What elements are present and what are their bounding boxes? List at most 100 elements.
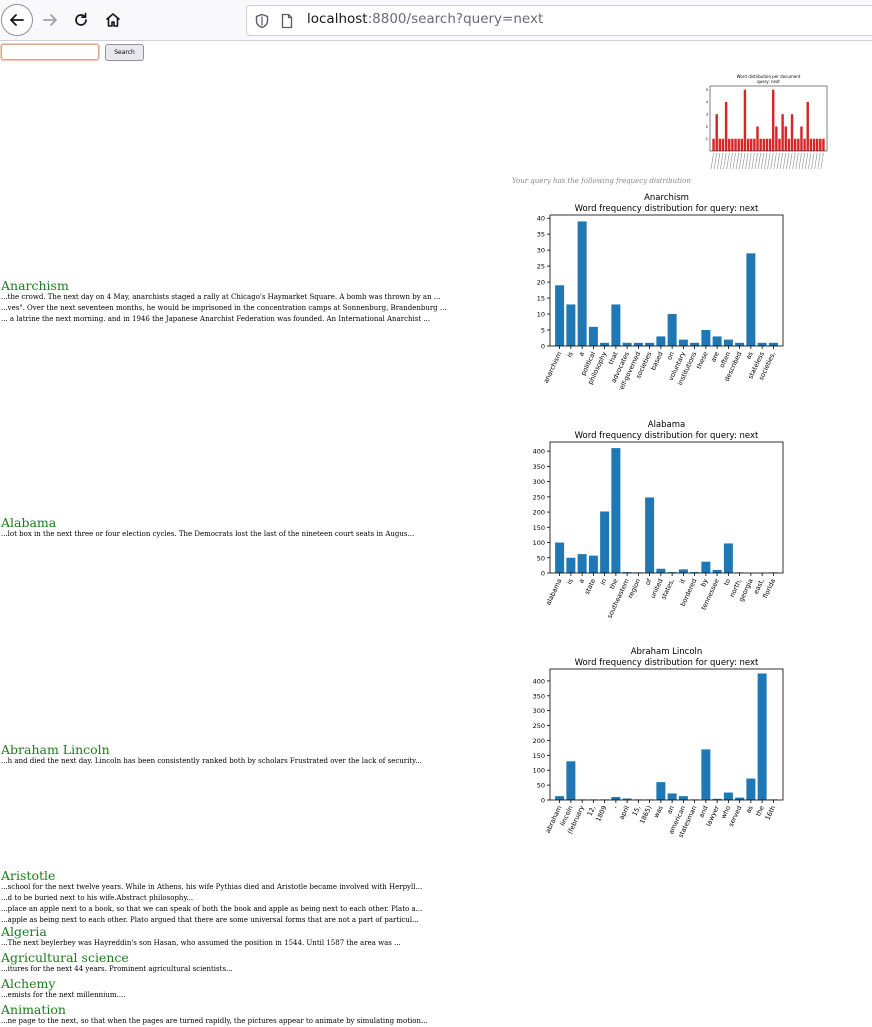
bar — [758, 343, 767, 346]
y-tick-label: 400 — [533, 677, 545, 685]
y-tick-label: 0 — [541, 343, 545, 351]
bar — [724, 793, 733, 800]
bar — [690, 343, 699, 346]
mini-bar — [775, 126, 777, 151]
back-button[interactable] — [1, 4, 33, 36]
mini-bar — [800, 126, 802, 151]
mini-x-label-mark — [805, 153, 808, 169]
mini-x-label-mark — [815, 153, 818, 169]
result-snippets-aristotle: ...school for the next twelve years. Whi… — [1, 882, 521, 926]
search-input[interactable] — [1, 44, 99, 60]
mini-plot-frame — [710, 86, 827, 151]
reload-button[interactable] — [65, 4, 97, 36]
bar — [611, 797, 620, 800]
mini-x-label-mark — [768, 153, 771, 169]
summary-caption: Your query has the following frequecy di… — [512, 177, 691, 185]
y-tick-label: 20 — [537, 279, 545, 287]
result-title-aristotle[interactable]: Aristotle — [1, 869, 55, 883]
y-tick-label: 5 — [541, 327, 545, 335]
mini-x-label-mark — [736, 153, 739, 169]
x-tick-label: in — [599, 577, 609, 586]
mini-bar — [719, 139, 721, 151]
mini-x-label-mark — [730, 153, 733, 169]
bar — [668, 314, 677, 346]
mini-x-label-mark — [742, 153, 745, 169]
mini-y-tick-label: 1 — [706, 137, 708, 141]
mini-bar — [797, 139, 799, 151]
mini-y-tick-label: 4 — [706, 100, 709, 104]
bar — [566, 304, 575, 346]
result-title-abraham-lincoln[interactable]: Abraham Lincoln — [1, 743, 110, 757]
mini-x-label-mark — [714, 153, 717, 169]
mini-x-label-mark — [802, 153, 805, 169]
result-title-anarchism[interactable]: Anarchism — [1, 279, 69, 293]
x-tick-label: - — [611, 804, 620, 810]
y-tick-label: 350 — [533, 463, 545, 471]
result-snippets-alchemy: ...emists for the next millennium.... — [1, 990, 521, 1001]
mini-x-label-mark — [761, 153, 764, 169]
mini-x-label-mark — [821, 153, 824, 169]
url-text[interactable]: localhost:8800/search?query=next — [307, 11, 543, 27]
x-tick-label: by — [699, 577, 710, 588]
bar — [623, 343, 632, 346]
mini-x-label-mark — [777, 153, 780, 169]
snippet-line: ...h and died the next day. Lincoln has … — [1, 756, 521, 767]
mini-bar — [816, 139, 818, 151]
x-tick-label: 16th — [764, 804, 778, 821]
result-snippets-algeria: ...The next beylerbey was Hayreddin's so… — [1, 938, 521, 949]
x-tick-label: 1809 — [594, 804, 608, 822]
result-title-alabama[interactable]: Alabama — [1, 516, 56, 530]
x-tick-label: of — [644, 577, 654, 587]
y-tick-label: 100 — [533, 539, 545, 547]
reload-icon — [72, 11, 90, 29]
chart-title: Abraham Lincoln — [631, 647, 703, 657]
snippet-line: ...ves". Over the next seventeen months,… — [1, 303, 521, 314]
mini-bar — [807, 102, 809, 151]
mini-x-label-mark — [711, 153, 714, 169]
y-tick-label: 10 — [537, 311, 545, 319]
x-tick-label: to — [722, 577, 732, 586]
x-tick-label: a — [577, 350, 586, 357]
result-title-algeria[interactable]: Algeria — [1, 925, 47, 939]
mini-x-label-mark — [793, 153, 796, 169]
y-tick-label: 50 — [537, 554, 545, 562]
url-bar[interactable]: localhost:8800/search?query=next — [246, 5, 872, 36]
mini-x-label-mark — [818, 153, 821, 169]
shield-icon[interactable] — [255, 13, 269, 29]
mini-x-label-mark — [764, 153, 767, 169]
y-tick-label: 150 — [533, 752, 545, 760]
x-tick-label: an — [665, 804, 676, 815]
mini-x-label-mark — [758, 153, 761, 169]
snippet-line: ...The next beylerbey was Hayreddin's so… — [1, 938, 521, 949]
snippet-line: ... a latrine the next morning. and in 1… — [1, 314, 521, 325]
result-title-alchemy[interactable]: Alchemy — [1, 977, 55, 991]
bar — [668, 793, 677, 800]
mini-bar — [712, 139, 714, 151]
x-tick-label: is — [565, 577, 575, 586]
result-title-animation[interactable]: Animation — [1, 1003, 66, 1017]
bar — [679, 340, 688, 346]
bar — [656, 336, 665, 346]
bar — [746, 253, 755, 346]
forward-button[interactable] — [34, 4, 66, 36]
x-tick-label: is — [565, 350, 575, 359]
bar — [600, 343, 609, 346]
chart-subtitle: Word frequency distribution for query: n… — [575, 431, 759, 441]
search-button[interactable]: Search — [105, 44, 144, 61]
mini-bar — [810, 139, 812, 151]
x-tick-label: it — [678, 577, 687, 585]
home-button[interactable] — [97, 4, 129, 36]
mini-x-label-mark — [808, 153, 811, 169]
snippet-line: ...school for the next twelve years. Whi… — [1, 882, 521, 893]
y-tick-label: 200 — [533, 509, 545, 517]
y-tick-label: 0 — [541, 570, 545, 578]
result-title-agricultural-science[interactable]: Agricultural science — [1, 951, 129, 965]
bar — [555, 543, 564, 573]
mini-x-label-mark — [774, 153, 777, 169]
snippet-line: ...lot box in the next three or four ele… — [1, 529, 521, 540]
snippet-line: ...itures for the next 44 years. Promine… — [1, 964, 521, 975]
home-icon — [104, 11, 122, 29]
mini-x-label-mark — [796, 153, 799, 169]
